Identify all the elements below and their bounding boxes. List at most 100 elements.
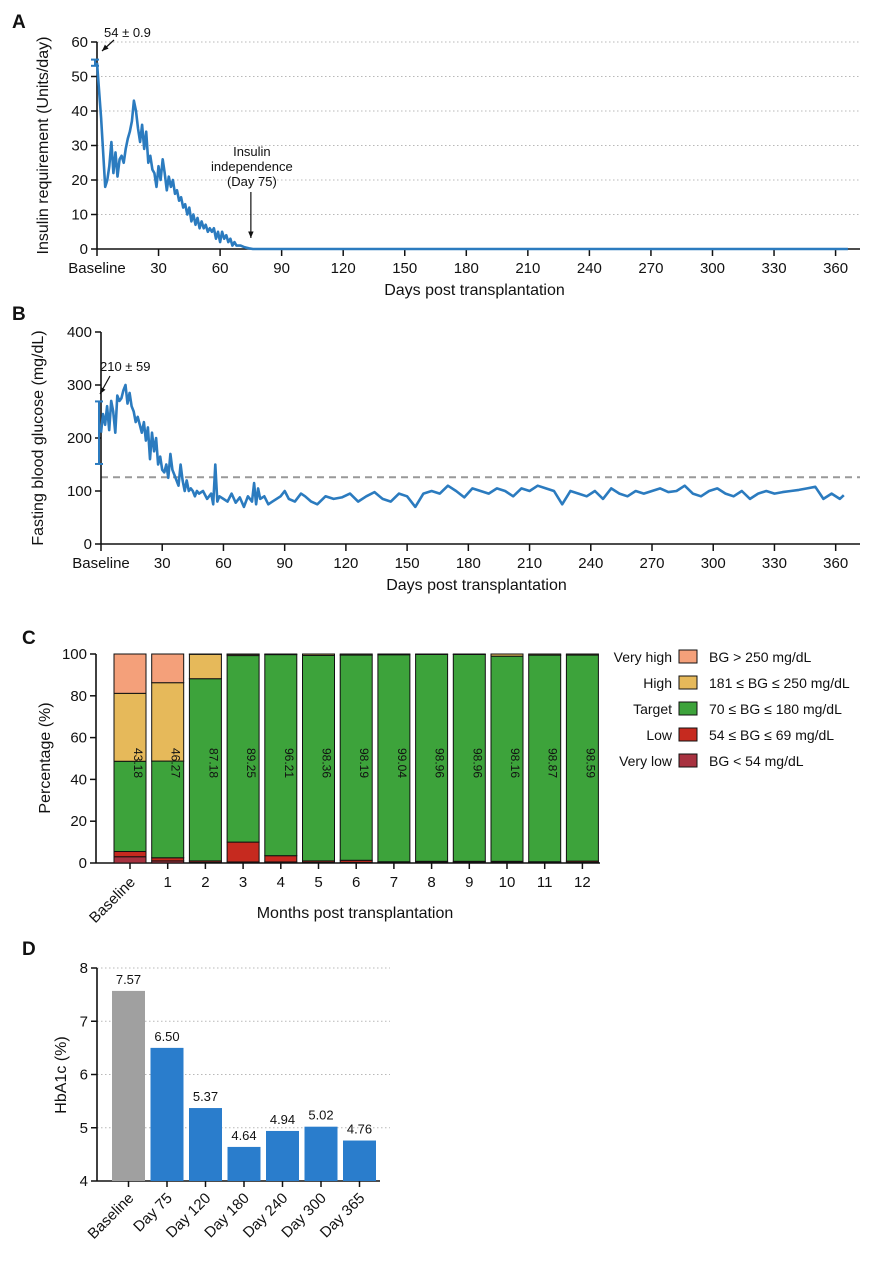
legend-name: Low [646,727,673,743]
y-tick-label: 200 [67,430,92,447]
x-tick-label: 300 [701,555,726,572]
y-tick-label: 40 [71,103,88,120]
x-tick-label: 210 [515,260,540,277]
x-tick-label: 30 [150,260,167,277]
y-tick-label: 6 [80,1067,88,1084]
x-tick-label: 11 [537,874,553,891]
x-tick-label: 270 [639,555,664,572]
bar-segment [265,856,297,862]
independence-annotation: Insulin [233,144,271,159]
y-tick-label: 60 [71,34,88,51]
target-value-label: 98.36 [320,748,334,778]
bar-segment [453,654,485,655]
bar-segment [491,654,523,656]
y-tick-label: 8 [80,960,88,977]
bar [151,1048,184,1181]
legend-range: 54 ≤ BG ≤ 69 mg/dL [709,727,834,743]
x-tick-label: 4 [277,874,285,891]
bar-segment [566,654,598,655]
x-tick-label: 9 [465,874,473,891]
bar-segment [114,857,146,863]
panel-letter: C [22,628,36,649]
bar [305,1127,338,1181]
y-tick-label: 50 [71,69,88,86]
target-value-label: 98.96 [433,748,447,778]
bar-segment [189,654,221,679]
bar-segment [529,654,561,655]
baseline-annotation: 54 ± 0.9 [104,25,151,40]
bar-segment [265,654,297,655]
baseline-annotation: 210 ± 59 [100,359,151,374]
x-tick-label: 360 [823,260,848,277]
target-value-label: 46.27 [169,748,183,778]
y-tick-label: 10 [71,207,88,224]
x-tick-label: 120 [331,260,356,277]
bar-segment [152,654,184,683]
independence-annotation: independence [211,159,293,174]
bar-value-label: 7.57 [116,972,141,987]
panel-letter: D [22,939,36,960]
x-tick-label: 210 [517,555,542,572]
x-tick-label: 150 [395,555,420,572]
independence-annotation: (Day 75) [227,174,277,189]
y-tick-label: 80 [70,688,87,705]
x-tick-label: 180 [454,260,479,277]
legend-range: 70 ≤ BG ≤ 180 mg/dL [709,701,842,717]
x-tick-label: 270 [638,260,663,277]
y-tick-label: 0 [79,855,87,872]
y-axis-label: Insulin requirement (Units/day) [35,37,52,255]
x-tick-label: 1 [164,874,172,891]
target-value-label: 43.18 [131,748,145,778]
bar-value-label: 4.76 [347,1122,372,1137]
x-tick-label: 60 [212,260,229,277]
y-tick-label: 60 [70,730,87,747]
y-tick-label: 0 [84,536,92,553]
bar-value-label: 6.50 [154,1029,179,1044]
target-value-label: 98.96 [470,748,484,778]
bar-value-label: 5.02 [308,1108,333,1123]
y-tick-label: 400 [67,324,92,341]
target-value-label: 98.59 [583,748,597,778]
panel-letter: A [12,12,26,33]
legend-range: BG < 54 mg/dL [709,753,804,769]
x-tick-label: 330 [762,260,787,277]
legend-name: Target [633,701,672,717]
legend-range: 181 ≤ BG ≤ 250 mg/dL [709,675,850,691]
x-tick-label: 90 [276,555,293,572]
legend-range: BG > 250 mg/dL [709,649,812,665]
y-tick-label: 100 [62,646,87,663]
y-tick-label: 5 [80,1120,88,1137]
x-tick-label: 150 [392,260,417,277]
arrow-head [248,232,253,238]
y-tick-label: 7 [80,1013,88,1030]
bar-value-label: 4.64 [231,1128,256,1143]
legend-name: Very high [614,649,672,665]
target-value-label: 98.19 [357,748,371,778]
bar-segment [378,654,410,655]
x-tick-label: 12 [574,874,591,891]
y-axis-label: HbA1c (%) [53,1036,70,1113]
bar-segment [227,842,259,862]
target-value-label: 98.87 [546,748,560,778]
bar [228,1147,261,1181]
x-tick-label: 8 [427,874,435,891]
bar [189,1108,222,1181]
x-tick-label: 360 [823,555,848,572]
target-value-label: 87.18 [206,748,220,778]
bar [112,991,145,1181]
legend-swatch [679,728,697,741]
x-tick-label: 6 [352,874,360,891]
x-axis-label: Days post transplantation [384,282,565,299]
x-tick-label: 90 [273,260,290,277]
target-value-label: 96.21 [282,748,296,778]
y-tick-label: 100 [67,483,92,500]
bar-segment [114,654,146,693]
target-value-label: 99.04 [395,748,409,778]
x-tick-label: 3 [239,874,247,891]
x-tick-label: 5 [314,874,322,891]
